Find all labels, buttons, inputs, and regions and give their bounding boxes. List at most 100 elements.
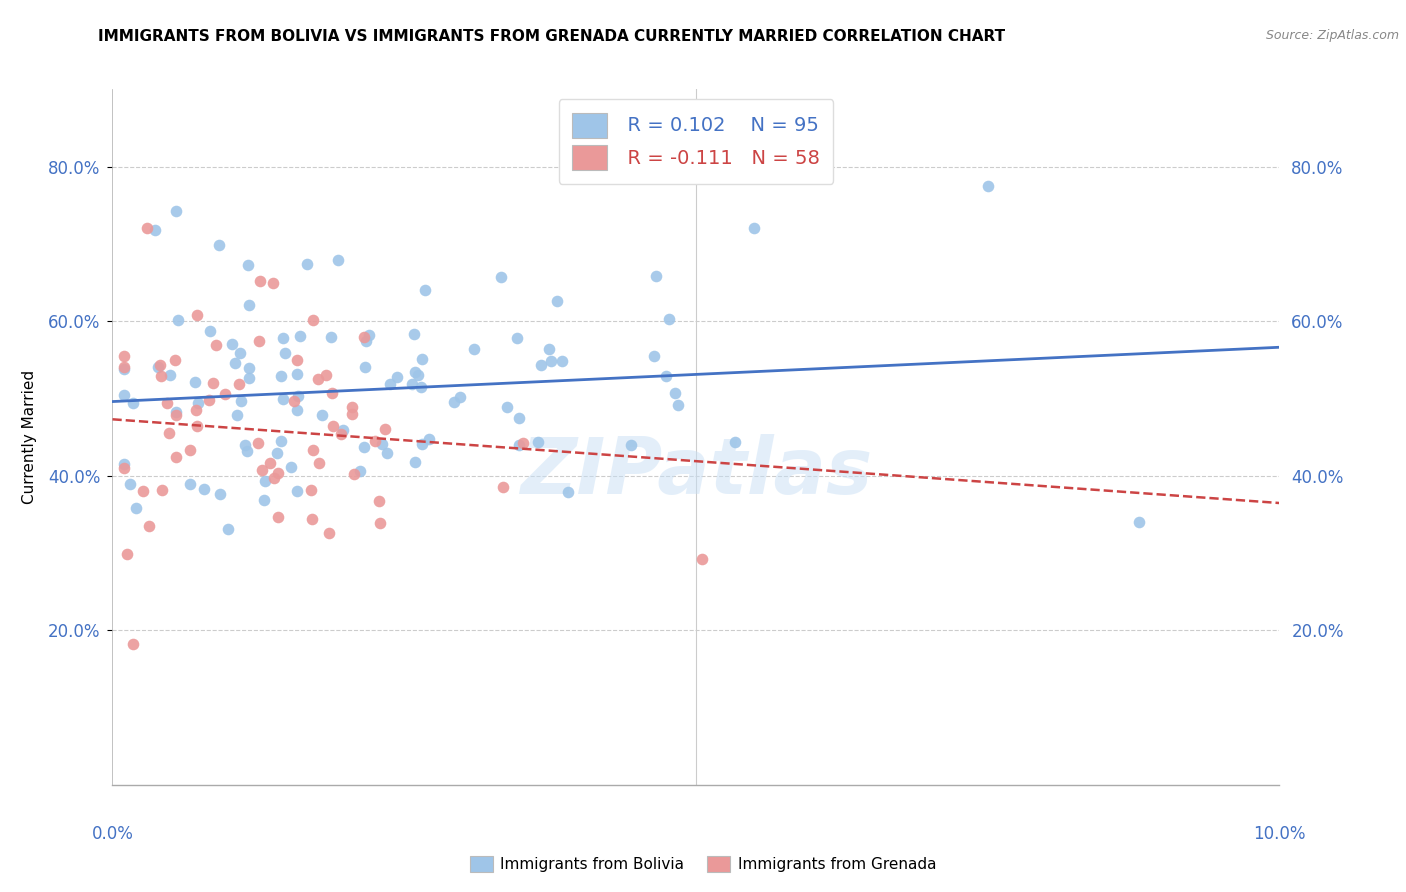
Point bbox=[319, 330, 342, 344]
Text: ZIPatlas: ZIPatlas bbox=[520, 434, 872, 510]
Point bbox=[643, 349, 665, 363]
Point bbox=[404, 365, 426, 379]
Point bbox=[285, 402, 308, 417]
Point bbox=[406, 368, 429, 382]
Point bbox=[367, 494, 389, 508]
Point bbox=[238, 298, 260, 312]
Point bbox=[270, 369, 292, 384]
Text: 0.0%: 0.0% bbox=[91, 825, 134, 843]
Point bbox=[208, 238, 231, 252]
Point bbox=[214, 387, 236, 401]
Point bbox=[159, 368, 181, 383]
Point bbox=[546, 294, 568, 309]
Point bbox=[229, 345, 252, 359]
Point bbox=[283, 393, 305, 408]
Y-axis label: Currently Married: Currently Married bbox=[22, 370, 37, 504]
Point bbox=[122, 637, 145, 651]
Point bbox=[527, 434, 550, 449]
Point bbox=[364, 434, 387, 449]
Point bbox=[508, 438, 530, 452]
Point bbox=[328, 253, 350, 268]
Point bbox=[655, 368, 678, 383]
Point bbox=[318, 525, 340, 540]
Point bbox=[402, 326, 425, 341]
Point bbox=[666, 398, 689, 412]
Point bbox=[246, 436, 269, 450]
Point bbox=[411, 437, 433, 451]
Point bbox=[311, 408, 333, 422]
Point bbox=[492, 480, 515, 494]
Point bbox=[512, 435, 534, 450]
Point bbox=[253, 474, 276, 488]
Point bbox=[332, 424, 354, 438]
Point bbox=[136, 221, 159, 235]
Point bbox=[742, 221, 765, 235]
Point bbox=[263, 471, 285, 485]
Point bbox=[404, 455, 426, 469]
Point bbox=[375, 446, 398, 460]
Point bbox=[342, 467, 364, 482]
Point bbox=[287, 353, 309, 368]
Point bbox=[301, 312, 323, 326]
Point bbox=[288, 329, 311, 343]
Point bbox=[112, 387, 135, 401]
Point bbox=[551, 353, 574, 368]
Point bbox=[308, 457, 330, 471]
Point bbox=[271, 392, 294, 407]
Point bbox=[413, 284, 436, 298]
Point bbox=[285, 368, 308, 382]
Point bbox=[186, 308, 208, 322]
Point bbox=[301, 483, 323, 497]
Point bbox=[165, 408, 187, 422]
Point bbox=[184, 403, 207, 417]
Point bbox=[449, 390, 471, 404]
Point bbox=[149, 368, 172, 383]
Point bbox=[285, 484, 308, 499]
Point bbox=[238, 370, 260, 384]
Point bbox=[187, 396, 209, 410]
Text: Source: ZipAtlas.com: Source: ZipAtlas.com bbox=[1265, 29, 1399, 42]
Point bbox=[374, 422, 396, 436]
Point bbox=[273, 346, 295, 360]
Point bbox=[266, 446, 288, 460]
Point bbox=[530, 358, 553, 372]
Legend:   R = 0.102    N = 95,   R = -0.111   N = 58: R = 0.102 N = 95, R = -0.111 N = 58 bbox=[558, 99, 834, 184]
Point bbox=[132, 484, 155, 499]
Point bbox=[359, 328, 381, 343]
Point bbox=[200, 324, 222, 338]
Point bbox=[193, 482, 215, 496]
Point bbox=[179, 443, 201, 458]
Point bbox=[262, 276, 284, 290]
Point bbox=[208, 487, 231, 501]
Point bbox=[349, 464, 371, 478]
Point bbox=[202, 376, 225, 391]
Point bbox=[249, 274, 271, 288]
Point bbox=[356, 334, 378, 348]
Point bbox=[724, 434, 747, 449]
Point bbox=[307, 372, 329, 386]
Point bbox=[267, 466, 290, 480]
Point bbox=[295, 257, 318, 271]
Point bbox=[385, 369, 408, 384]
Point bbox=[138, 519, 160, 533]
Point bbox=[496, 401, 519, 415]
Point bbox=[620, 438, 643, 452]
Point bbox=[165, 203, 187, 218]
Point bbox=[409, 380, 432, 394]
Point bbox=[224, 356, 246, 370]
Point bbox=[287, 389, 309, 403]
Point bbox=[538, 342, 561, 356]
Point bbox=[146, 360, 169, 375]
Point bbox=[247, 334, 270, 348]
Point bbox=[411, 352, 433, 367]
Point bbox=[150, 483, 173, 497]
Point bbox=[658, 312, 681, 326]
Point bbox=[166, 450, 188, 464]
Text: IMMIGRANTS FROM BOLIVIA VS IMMIGRANTS FROM GRENADA CURRENTLY MARRIED CORRELATION: IMMIGRANTS FROM BOLIVIA VS IMMIGRANTS FR… bbox=[98, 29, 1005, 44]
Point bbox=[217, 523, 239, 537]
Point bbox=[280, 460, 302, 475]
Point bbox=[226, 408, 249, 422]
Point bbox=[354, 359, 377, 374]
Point bbox=[231, 394, 253, 409]
Point bbox=[122, 396, 145, 410]
